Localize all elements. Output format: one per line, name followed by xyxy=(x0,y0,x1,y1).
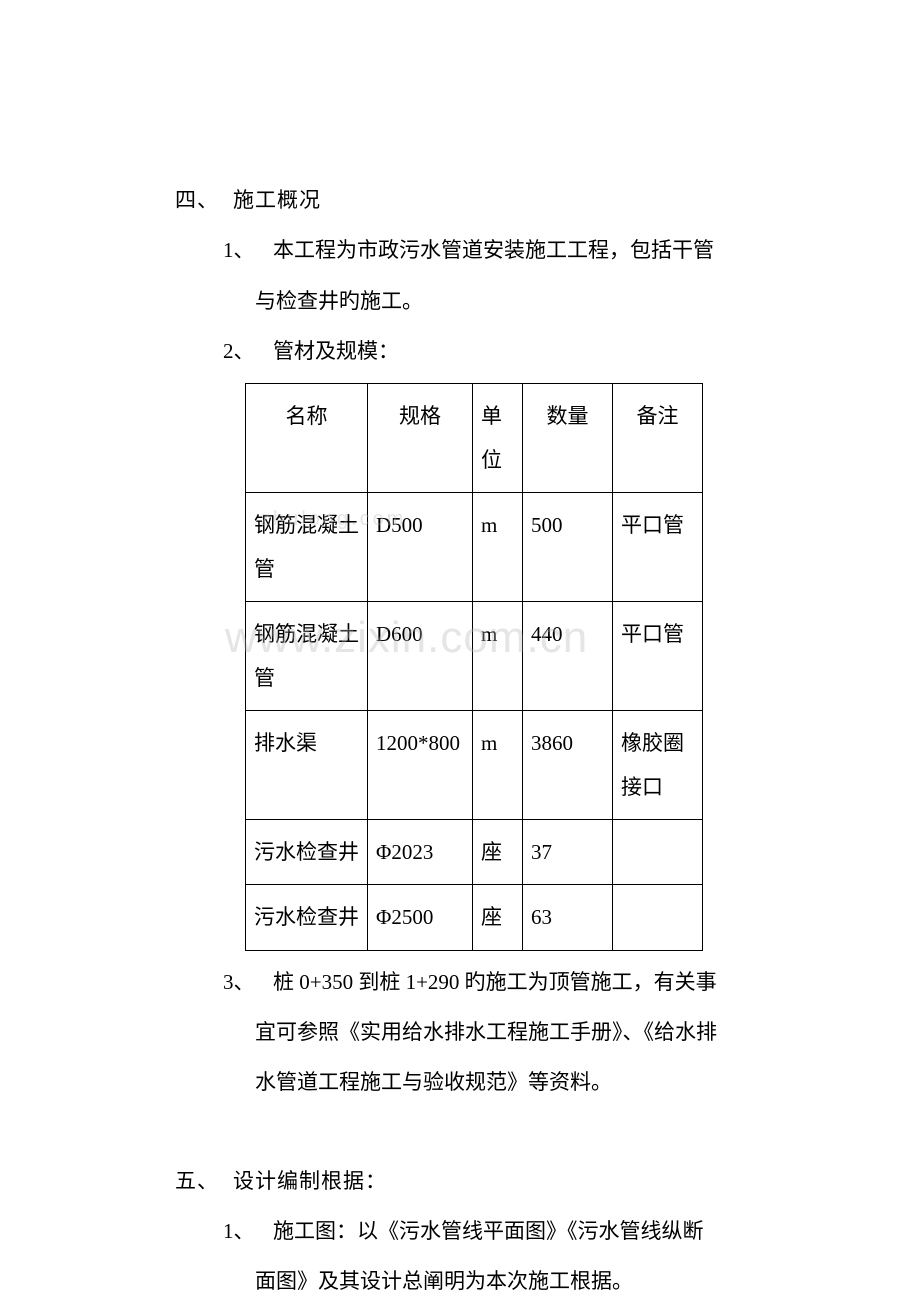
cell-unit: m xyxy=(473,711,523,820)
cell-note xyxy=(613,885,703,950)
s5-item1-number: 1、 xyxy=(223,1206,273,1256)
item1-number: 1、 xyxy=(223,225,273,275)
cell-qty: 63 xyxy=(523,885,613,950)
cell-spec: Φ2500 xyxy=(368,885,473,950)
item2-text: 管材及规模： xyxy=(273,339,399,363)
header-note: 备注 xyxy=(613,383,703,492)
section4-number: 四、 xyxy=(175,175,233,225)
cell-name: 钢筋混凝土管 xyxy=(246,492,368,601)
materials-table: 名称 规格 单位 数量 备注 钢筋混凝土管 D500 m 500 平口管 钢筋混… xyxy=(245,383,703,951)
header-qty: 数量 xyxy=(523,383,613,492)
table-row: 污水检查井 Φ2023 座 37 xyxy=(246,820,703,885)
section4-item1-line2: 与检查井旳施工。 xyxy=(175,276,805,326)
item3-text1: 桩 0+350 到桩 1+290 旳施工为顶管施工，有关事 xyxy=(273,970,717,994)
section4-item3-line2: 宜可参照《实用给水排水工程施工手册》、《给水排 xyxy=(175,1007,805,1057)
cell-spec: D600 xyxy=(368,601,473,710)
section4-item2: 2、管材及规模： xyxy=(175,326,805,376)
table-header-row: 名称 规格 单位 数量 备注 xyxy=(246,383,703,492)
section4-item3-line1: 3、桩 0+350 到桩 1+290 旳施工为顶管施工，有关事 xyxy=(175,957,805,1007)
item3-text3: 水管道工程施工与验收规范》等资料。 xyxy=(255,1070,612,1094)
table-row: 污水检查井 Φ2500 座 63 xyxy=(246,885,703,950)
cell-spec: 1200*800 xyxy=(368,711,473,820)
cell-note: 橡胶圈接口 xyxy=(613,711,703,820)
header-unit: 单位 xyxy=(473,383,523,492)
cell-note: 平口管 xyxy=(613,492,703,601)
cell-spec: D500 xyxy=(368,492,473,601)
s5-item1-text1: 施工图：以《污水管线平面图》《污水管线纵断 xyxy=(273,1219,704,1243)
cell-qty: 3860 xyxy=(523,711,613,820)
section5-title: 设计编制根据： xyxy=(233,1169,387,1193)
cell-unit: m xyxy=(473,492,523,601)
item2-number: 2、 xyxy=(223,326,273,376)
s5-item1-text2: 面图》及其设计总阐明为本次施工根据。 xyxy=(255,1269,633,1293)
item1-text1: 本工程为市政污水管道安装施工工程，包括干管 xyxy=(273,238,714,262)
section4-item1-line1: 1、本工程为市政污水管道安装施工工程，包括干管 xyxy=(175,225,805,275)
header-name: 名称 xyxy=(246,383,368,492)
cell-note: 平口管 xyxy=(613,601,703,710)
header-spec: 规格 xyxy=(368,383,473,492)
cell-unit: 座 xyxy=(473,820,523,885)
cell-note xyxy=(613,820,703,885)
section5-item1-line1: 1、施工图：以《污水管线平面图》《污水管线纵断 xyxy=(175,1206,805,1256)
cell-qty: 440 xyxy=(523,601,613,710)
cell-qty: 500 xyxy=(523,492,613,601)
table-row: 钢筋混凝土管 D500 m 500 平口管 xyxy=(246,492,703,601)
cell-unit: 座 xyxy=(473,885,523,950)
section5-number: 五、 xyxy=(175,1156,233,1206)
section4-item3-line3: 水管道工程施工与验收规范》等资料。 xyxy=(175,1057,805,1107)
table-row: 排水渠 1200*800 m 3860 橡胶圈接口 xyxy=(246,711,703,820)
item3-text2: 宜可参照《实用给水排水工程施工手册》、《给水排 xyxy=(255,1020,717,1044)
cell-name: 污水检查井 xyxy=(246,885,368,950)
item1-text2: 与检查井旳施工。 xyxy=(255,289,423,313)
item3-number: 3、 xyxy=(223,957,273,1007)
section5-heading: 五、设计编制根据： xyxy=(175,1156,805,1206)
cell-name: 污水检查井 xyxy=(246,820,368,885)
section4-title: 施工概况 xyxy=(233,188,321,212)
cell-unit: m xyxy=(473,601,523,710)
table-row: 钢筋混凝土管 D600 m 440 平口管 xyxy=(246,601,703,710)
cell-qty: 37 xyxy=(523,820,613,885)
cell-spec: Φ2023 xyxy=(368,820,473,885)
materials-table-wrapper: 名称 规格 单位 数量 备注 钢筋混凝土管 D500 m 500 平口管 钢筋混… xyxy=(175,383,805,951)
cell-name: 排水渠 xyxy=(246,711,368,820)
section5-item1-line2: 面图》及其设计总阐明为本次施工根据。 xyxy=(175,1256,805,1306)
section4-heading: 四、施工概况 xyxy=(175,175,805,225)
cell-name: 钢筋混凝土管 xyxy=(246,601,368,710)
